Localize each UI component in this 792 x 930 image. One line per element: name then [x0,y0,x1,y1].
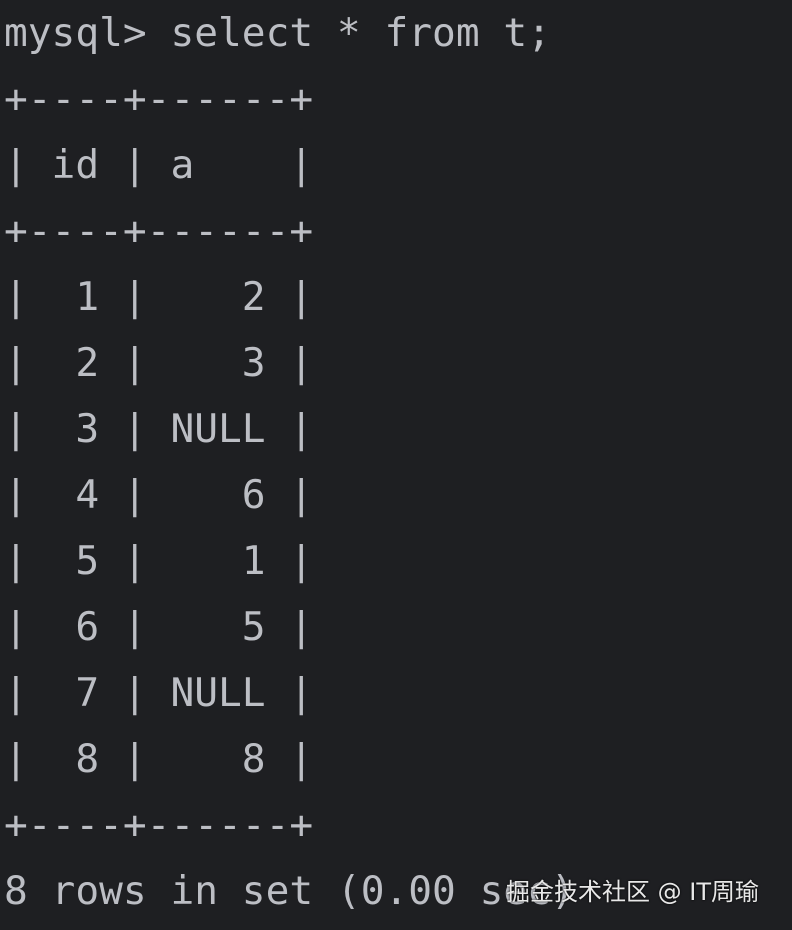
result-summary: 8 rows in set (0.00 sec) [4,868,575,914]
table-row: | 5 | 1 | [4,538,314,584]
table-row: | 6 | 5 | [4,604,314,650]
command-line: mysql> select * from t; [4,0,792,66]
prompt: mysql> [4,10,147,56]
table-row: | 8 | 8 | [4,736,314,782]
terminal-output: mysql> select * from t; +----+------+ | id… [4,0,792,924]
table-row: | 2 | 3 | [4,340,314,386]
table-row: | 4 | 6 | [4,472,314,518]
table-row: | 7 | NULL | [4,670,314,716]
table-header: | id | a | [4,142,314,188]
table-border-mid: +----+------+ [4,208,314,254]
command: select * from t; [170,10,551,56]
table-row: | 1 | 2 | [4,274,314,320]
table-border-top: +----+------+ [4,76,314,122]
table-border-bottom: +----+------+ [4,802,314,848]
table-row: | 3 | NULL | [4,406,314,452]
